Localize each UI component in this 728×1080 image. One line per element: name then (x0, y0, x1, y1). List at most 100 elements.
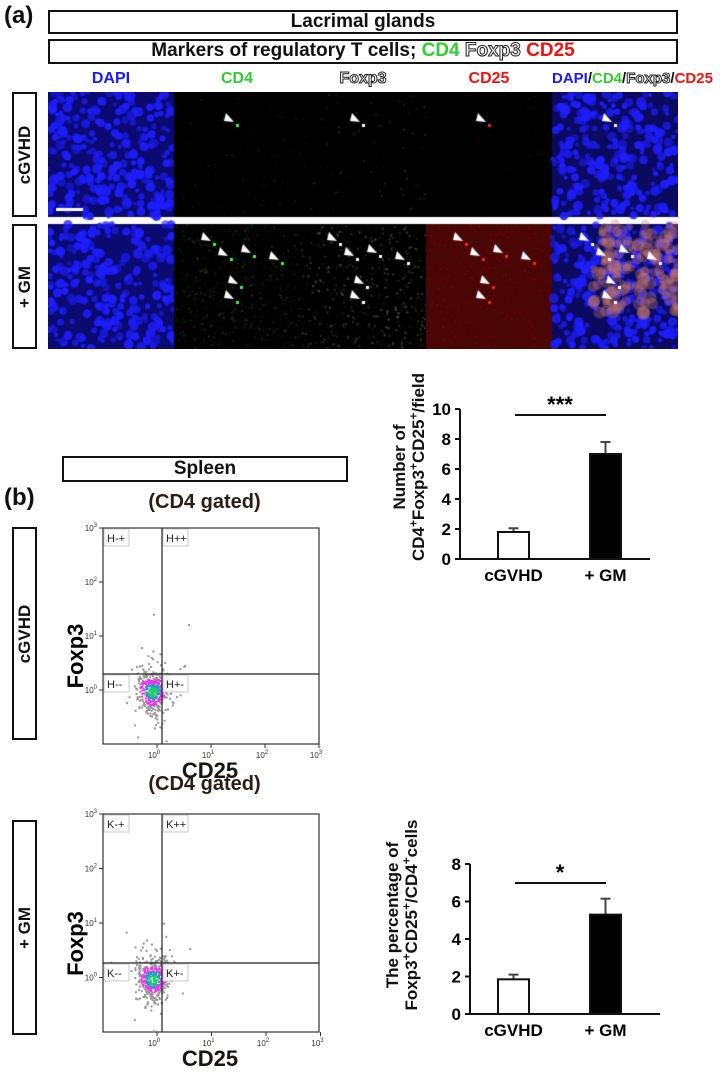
merge-foxp3: Foxp3 (626, 70, 671, 88)
event-dot (136, 998, 139, 1001)
event-dot (149, 700, 152, 703)
event-dot (150, 709, 153, 712)
event-dot (143, 676, 146, 679)
event-dot (147, 696, 150, 699)
event-dot (151, 957, 154, 960)
event-dot (164, 998, 167, 1001)
event-dot (145, 985, 148, 988)
event-dot (139, 967, 142, 970)
event-dot (150, 988, 153, 991)
event-dot (159, 676, 162, 679)
event-dot (146, 966, 149, 969)
event-dot (142, 692, 145, 695)
event-dot (162, 711, 165, 714)
event-dot (150, 972, 153, 975)
event-dot (152, 681, 155, 684)
event-dot (170, 692, 173, 695)
event-dot (156, 959, 159, 962)
event-dot (150, 680, 153, 683)
event-dot (136, 698, 139, 701)
event-dot (138, 679, 141, 682)
x-tick-label: 101 (202, 1038, 215, 1048)
merge-cd25: CD25 (674, 70, 713, 87)
event-dot (156, 705, 159, 708)
y-tick-label: 100 (85, 973, 98, 983)
significance-stars: * (556, 860, 565, 885)
event-dot (181, 992, 184, 995)
event-dot (159, 726, 162, 729)
event-dot (140, 974, 143, 977)
y-tick-label: 4 (442, 490, 452, 509)
event-dot (159, 964, 162, 967)
event-dot (145, 682, 148, 685)
event-dot (158, 977, 161, 980)
event-dot (142, 704, 145, 707)
y-axis-label: Foxp3 (63, 911, 88, 976)
event-dot (153, 991, 156, 994)
markers-prefix: Markers of regulatory T cells; (151, 40, 422, 61)
event-dot (152, 969, 155, 972)
event-dot (153, 984, 156, 987)
event-dot (151, 983, 154, 986)
event-dot (144, 966, 147, 969)
event-dot (150, 1005, 153, 1008)
channel-merge: DAPI/CD4/Foxp3/CD25 (552, 70, 728, 88)
event-dot (141, 685, 144, 688)
event-dot (150, 694, 153, 697)
event-dot (142, 967, 145, 970)
event-dot (164, 955, 167, 958)
event-dot (161, 669, 164, 672)
event-dot (150, 684, 153, 687)
event-dot (147, 681, 150, 684)
y-tick-label: 4 (452, 930, 462, 949)
event-dot (159, 709, 162, 712)
event-dot (135, 692, 138, 695)
event-dot (151, 985, 154, 988)
event-dot (141, 981, 144, 984)
event-dot (154, 988, 157, 991)
event-dot (157, 688, 160, 691)
event-dot (147, 990, 150, 993)
event-dot (184, 664, 187, 667)
event-dot (138, 985, 141, 988)
event-dot (156, 983, 159, 986)
event-dot (166, 983, 169, 986)
event-dot (155, 985, 158, 988)
event-dot (150, 1009, 153, 1012)
event-dot (147, 971, 150, 974)
event-dot (144, 979, 147, 982)
event-dot (151, 680, 154, 683)
event-dot (152, 671, 155, 674)
event-dot (130, 668, 133, 671)
event-dot (145, 686, 148, 689)
event-dot (159, 653, 162, 656)
event-dot (148, 693, 151, 696)
event-dot (149, 704, 152, 707)
row-label-cgvhd-a: cGVHD (12, 92, 37, 217)
event-dot (168, 697, 171, 700)
event-dot (135, 687, 138, 690)
event-dot (145, 709, 148, 712)
event-dot (153, 999, 156, 1002)
event-dot (176, 696, 179, 699)
event-dot (153, 677, 156, 680)
event-dot (154, 960, 157, 963)
event-dot (152, 650, 155, 653)
event-dot (150, 982, 153, 985)
event-dot (158, 693, 161, 696)
exponent: 0 (157, 1038, 161, 1044)
event-dot (143, 996, 146, 999)
quadrant-label: H+- (166, 679, 184, 691)
exponent: 1 (94, 631, 98, 637)
event-dot (134, 724, 137, 727)
y-tick-label: 102 (85, 864, 98, 874)
event-dot (155, 677, 158, 680)
event-dot (154, 975, 157, 978)
event-dot (153, 702, 156, 705)
event-dot (152, 687, 155, 690)
event-dot (173, 960, 176, 963)
event-dot (149, 976, 152, 979)
event-dot (145, 976, 148, 979)
event-dot (154, 948, 157, 951)
y-tick-label: 100 (85, 685, 98, 695)
